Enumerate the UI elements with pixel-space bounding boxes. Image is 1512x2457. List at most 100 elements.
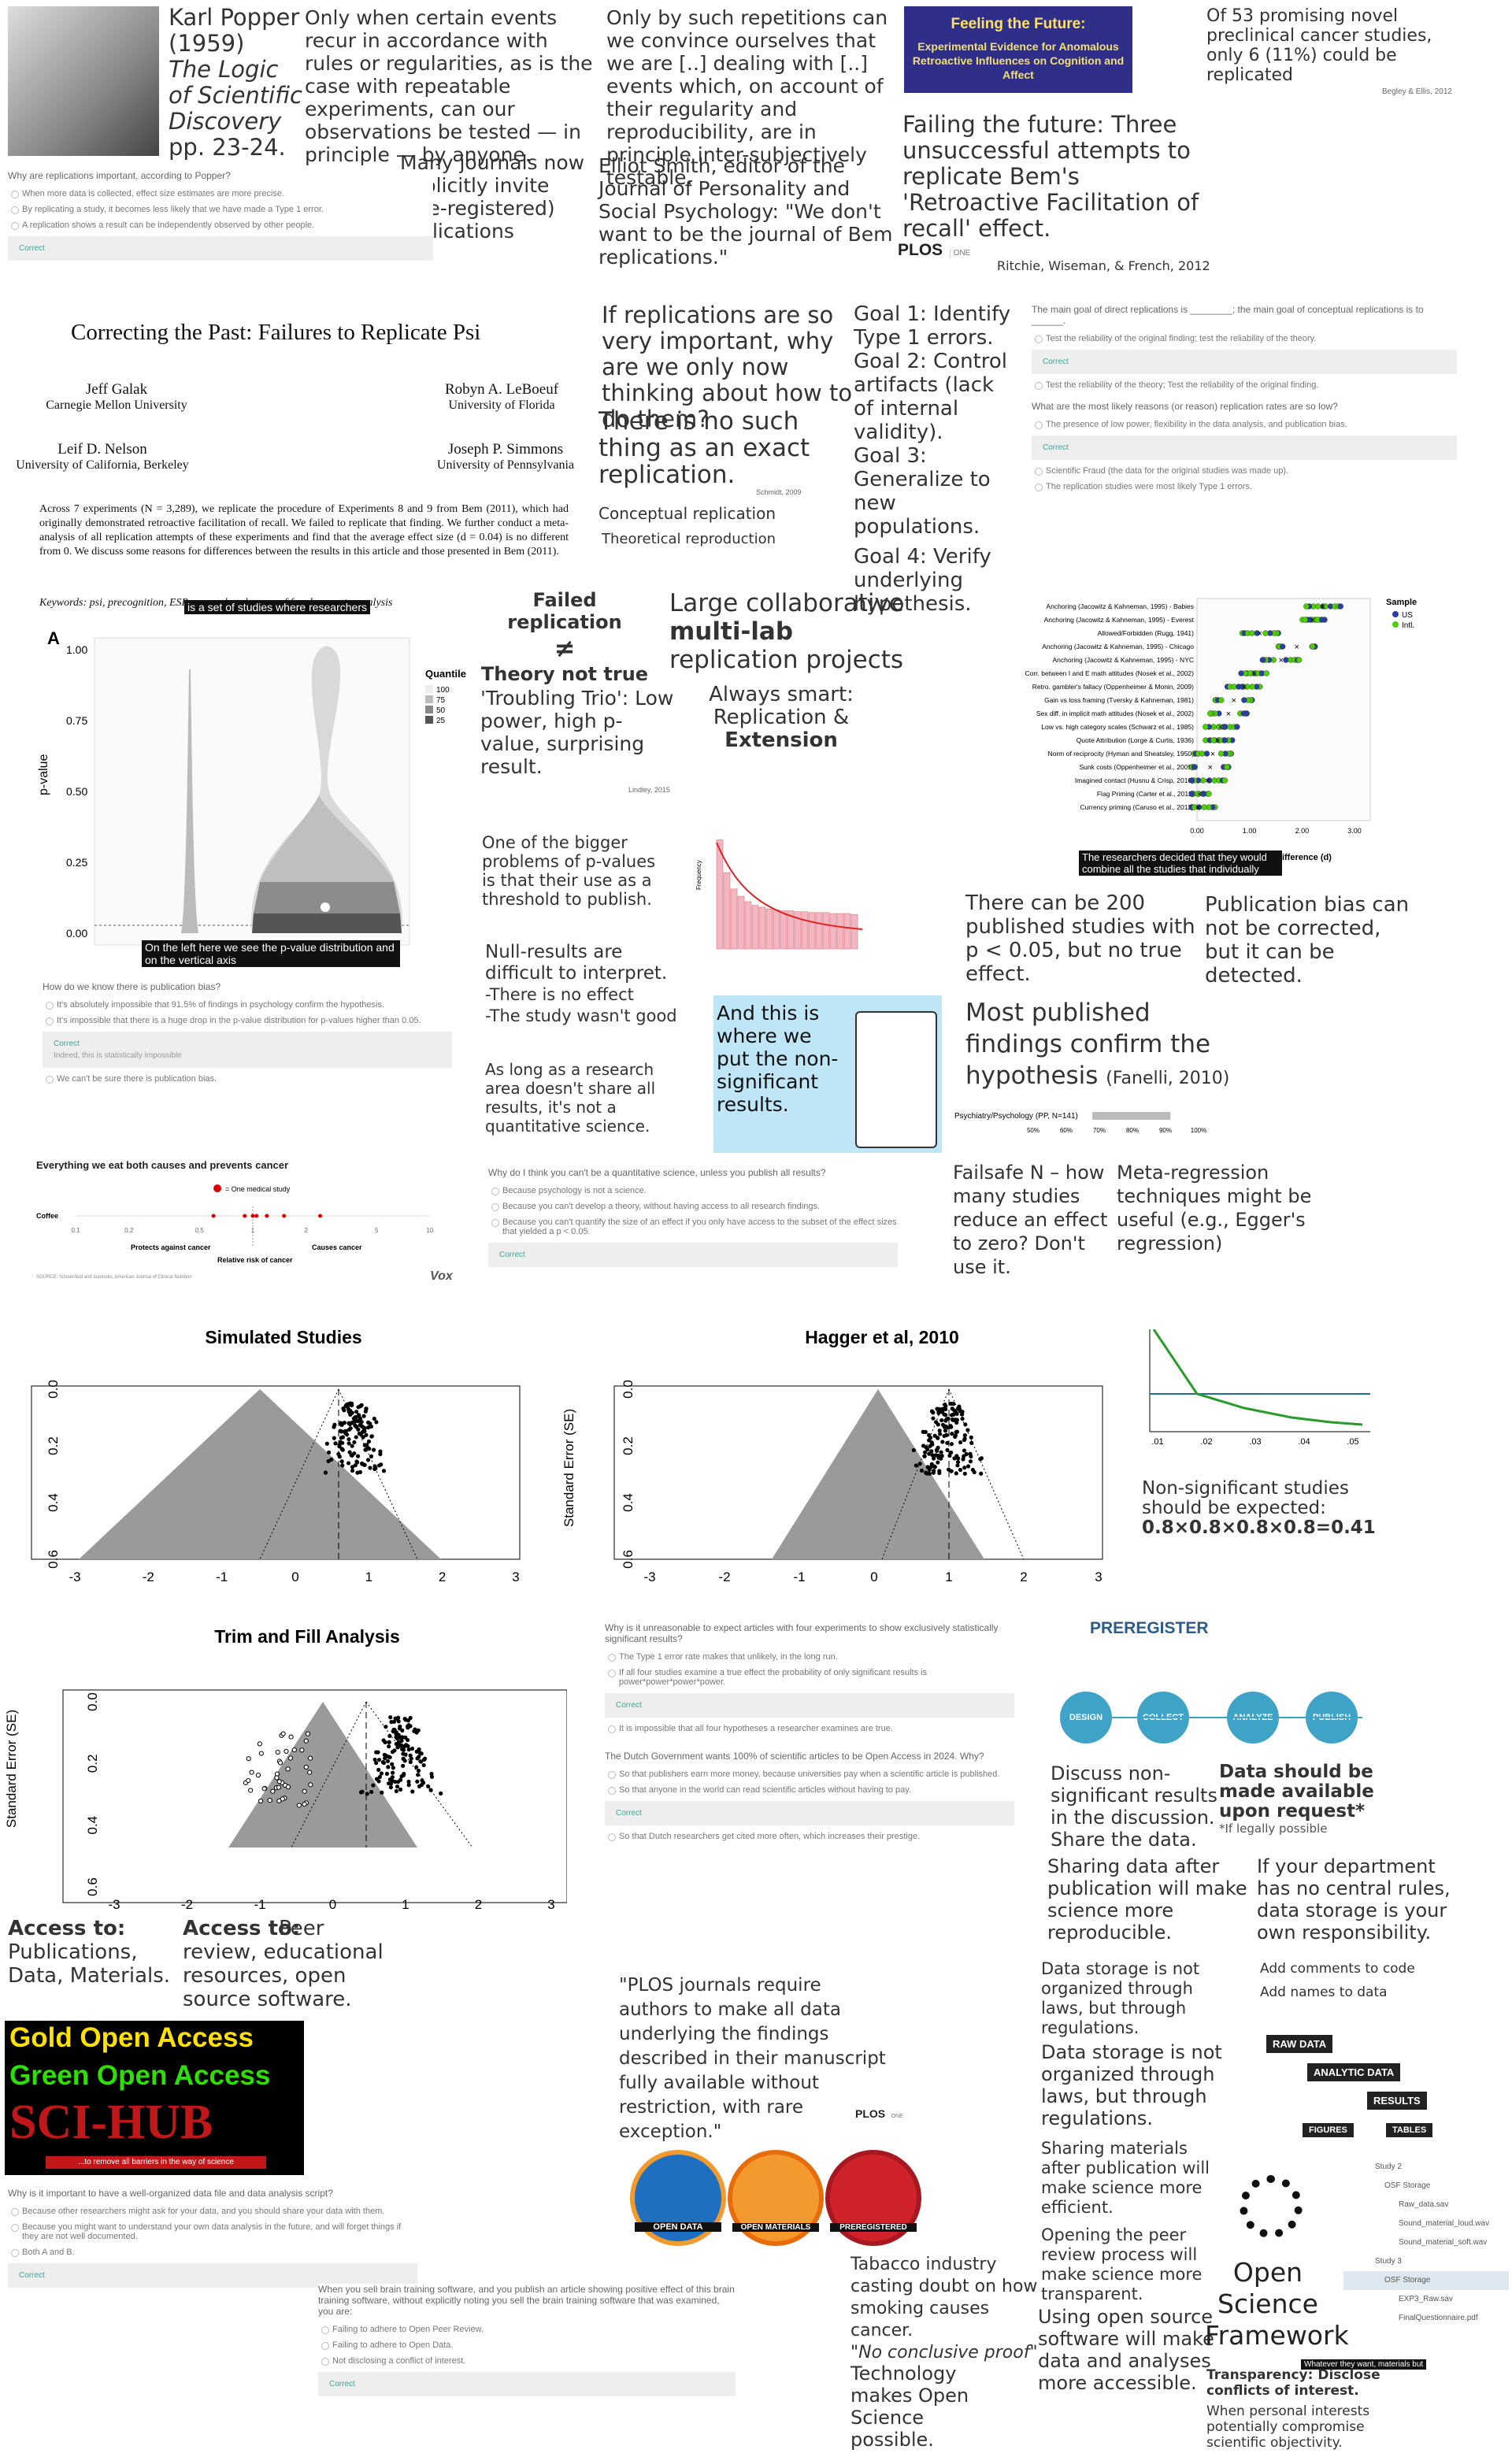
- study-point: [354, 1415, 358, 1420]
- quiz-option[interactable]: The presence of low power, flexibility i…: [1035, 420, 1457, 429]
- quiz-option[interactable]: Failing to adhere to Open Data.: [321, 2340, 736, 2350]
- goal-4: Goal 4: Verify underlying hypothesis.: [854, 545, 991, 616]
- study-point: [428, 1788, 433, 1792]
- quiz-option[interactable]: So that anyone in the world can read sci…: [608, 1785, 1014, 1795]
- y-ticks: 1.00 0.75 0.50 0.25 0.00: [66, 643, 87, 939]
- study-point: [963, 1422, 968, 1427]
- plos-data-quote: "PLOS journals require authors to make a…: [619, 1975, 886, 2142]
- quiz-option[interactable]: The replication studies were most likely…: [1035, 482, 1457, 491]
- study-point: [414, 1730, 419, 1735]
- study-point: [969, 1454, 973, 1459]
- svg-text:50: 50: [436, 706, 446, 715]
- quiz-option[interactable]: It's impossible that there is a huge dro…: [46, 1016, 452, 1025]
- study-point: [932, 1456, 936, 1461]
- funnel-y-label: Standard Error (SE): [561, 1409, 576, 1527]
- study-point: [402, 1717, 407, 1721]
- quiz-option[interactable]: So that publishers earn more money, beca…: [608, 1770, 1014, 1779]
- sample-point: [1302, 617, 1308, 623]
- quiz-option[interactable]: Because you can't quantify the size of a…: [491, 1217, 897, 1236]
- quiz-option[interactable]: Test the reliability of the theory; Test…: [1035, 380, 1457, 390]
- replication-question: If replications are so very important, w…: [602, 302, 853, 432]
- study-point: [350, 1443, 354, 1448]
- imputed-point: [274, 1775, 280, 1781]
- study-point: [937, 1407, 942, 1412]
- study-point: [379, 1462, 384, 1467]
- quiz-option[interactable]: Test the reliability of the original fin…: [1035, 334, 1457, 343]
- quiz-option[interactable]: It is impossible that all four hypothese…: [608, 1724, 1014, 1733]
- tables-box: TABLES: [1386, 2123, 1433, 2137]
- tick-label: -1: [216, 1569, 228, 1584]
- mean-marker: ×: [1195, 803, 1200, 813]
- study-point: [366, 1439, 372, 1444]
- tick-label: 0.6: [46, 1550, 61, 1569]
- quiz-option[interactable]: Not disclosing a conflict of interest.: [321, 2356, 736, 2366]
- study-point: [394, 1788, 398, 1794]
- study-point: [927, 1471, 932, 1476]
- imputed-point: [296, 1803, 302, 1808]
- quiz-option[interactable]: The Type 1 error rate makes that unlikel…: [608, 1652, 1014, 1662]
- quiz-option[interactable]: By replicating a study, it becomes less …: [11, 205, 433, 214]
- study-point: [952, 1418, 958, 1422]
- correct-feedback: Correct: [605, 1693, 1014, 1718]
- quiz-option[interactable]: Because you might want to understand you…: [11, 2222, 417, 2241]
- quiz-option[interactable]: So that Dutch researchers get cited more…: [608, 1832, 1014, 1841]
- osf-caption-bar: Whatever they want, materials but: [1301, 2359, 1427, 2370]
- always-smart: Always smart: Replication & Extension: [709, 683, 854, 752]
- study-point: [381, 1760, 387, 1766]
- svg-text:Intl.: Intl.: [1402, 621, 1414, 630]
- quiz-option[interactable]: If all four studies examine a true effec…: [608, 1668, 1014, 1687]
- sample-point: [1217, 750, 1225, 757]
- study-point: [949, 1413, 954, 1418]
- quiz-option[interactable]: When more data is collected, effect size…: [11, 189, 433, 198]
- study-point: [250, 1214, 255, 1218]
- study-point: [401, 1763, 406, 1768]
- mean-marker: ×: [1258, 629, 1262, 639]
- tick-label: 2: [305, 1227, 309, 1234]
- svg-text:75: 75: [436, 696, 446, 705]
- tick-label: 0.6: [85, 1877, 100, 1896]
- technology-text: Technology makes Open Science possible.: [850, 2362, 969, 2451]
- imputed-point: [302, 1801, 307, 1807]
- study-point: [400, 1728, 405, 1732]
- study-point: [324, 1441, 329, 1446]
- quiz-option[interactable]: Failing to adhere to Open Peer Review.: [321, 2325, 736, 2334]
- imputed-point: [280, 1796, 285, 1802]
- study-point: [339, 1459, 344, 1464]
- study-point: [419, 1782, 424, 1788]
- cancer-plot: = One medical study Coffee 0.1 0.2 0.5 1 2 5 1…: [36, 1184, 454, 1283]
- quiz-option[interactable]: We can't be sure there is publication bi…: [46, 1074, 452, 1084]
- tick-label: 1: [945, 1569, 952, 1584]
- begley-citation: Begley & Ellis, 2012: [1382, 87, 1452, 96]
- effect-label: Allowed/Forbidden (Rugg, 1941): [1098, 629, 1195, 637]
- funnel-title: Simulated Studies: [205, 1327, 361, 1347]
- study-point: [961, 1457, 965, 1462]
- study-point: [924, 1445, 928, 1450]
- access-peer-review: Access to:: [183, 1917, 301, 1940]
- quiz-option[interactable]: Because psychology is not a science.: [491, 1186, 898, 1195]
- quiz-option[interactable]: Because you can't develop a theory, with…: [491, 1202, 898, 1211]
- correct-feedback: Correct: [488, 1243, 898, 1267]
- quiz-option[interactable]: It's absolutely impossible that 91.5% of…: [46, 1000, 452, 1010]
- discuss-nonsig: Discuss non-significant results in the d…: [1051, 1762, 1217, 1851]
- goal-2: Goal 2: Control artifacts (lack of inter…: [854, 350, 1008, 444]
- study-point: [931, 1410, 936, 1415]
- quiz-option[interactable]: A replication shows a result can be inde…: [11, 220, 433, 230]
- tick-label: -2: [143, 1569, 154, 1584]
- quiz-option[interactable]: Scientific Fraud (the data for the origi…: [1035, 466, 1457, 476]
- quiz-option[interactable]: Both A and B.: [11, 2248, 417, 2257]
- imputed-point: [285, 1766, 291, 1772]
- study-point: [353, 1463, 358, 1468]
- study-point: [937, 1469, 942, 1473]
- study-point: [965, 1464, 971, 1469]
- study-point: [408, 1724, 413, 1729]
- correct-feedback: Correct: [1032, 435, 1457, 460]
- quiz-option[interactable]: Because other researchers might ask for …: [11, 2207, 417, 2216]
- peer-review-text: Opening the peer review process will mak…: [1041, 2225, 1203, 2303]
- cancer-chart-title: Everything we eat both causes and preven…: [36, 1159, 289, 1171]
- study-point: [418, 1759, 423, 1764]
- tick-label: 0.4: [621, 1493, 636, 1512]
- study-point: [386, 1765, 391, 1770]
- study-point: [962, 1448, 967, 1453]
- study-point: [388, 1785, 393, 1790]
- study-point: [392, 1748, 397, 1753]
